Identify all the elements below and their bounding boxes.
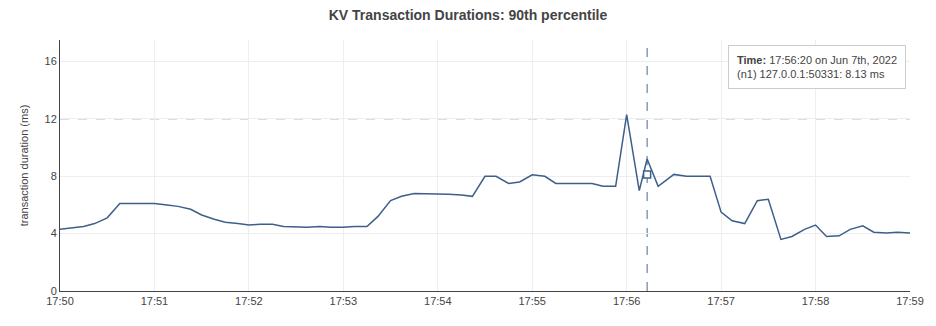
svg-text:17:50: 17:50 (46, 295, 74, 307)
svg-text:17:54: 17:54 (424, 295, 452, 307)
svg-text:16: 16 (45, 55, 57, 67)
svg-text:4: 4 (51, 227, 57, 239)
svg-text:8: 8 (51, 170, 57, 182)
svg-text:17:52: 17:52 (235, 295, 263, 307)
svg-text:0: 0 (51, 285, 57, 297)
svg-text:17:53: 17:53 (330, 295, 358, 307)
svg-text:transaction duration (ms): transaction duration (ms) (18, 105, 30, 227)
svg-text:17:57: 17:57 (707, 295, 735, 307)
svg-text:KV Transaction Durations: 90th: KV Transaction Durations: 90th percentil… (329, 7, 608, 23)
svg-text:12: 12 (45, 113, 57, 125)
svg-text:17:56: 17:56 (613, 295, 641, 307)
svg-text:17:59: 17:59 (896, 295, 924, 307)
svg-text:17:51: 17:51 (141, 295, 169, 307)
svg-text:17:55: 17:55 (518, 295, 546, 307)
svg-text:Time: 17:56:20 on Jun 7th, 202: Time: 17:56:20 on Jun 7th, 2022(n1) 127.… (737, 54, 897, 80)
svg-text:17:58: 17:58 (802, 295, 830, 307)
